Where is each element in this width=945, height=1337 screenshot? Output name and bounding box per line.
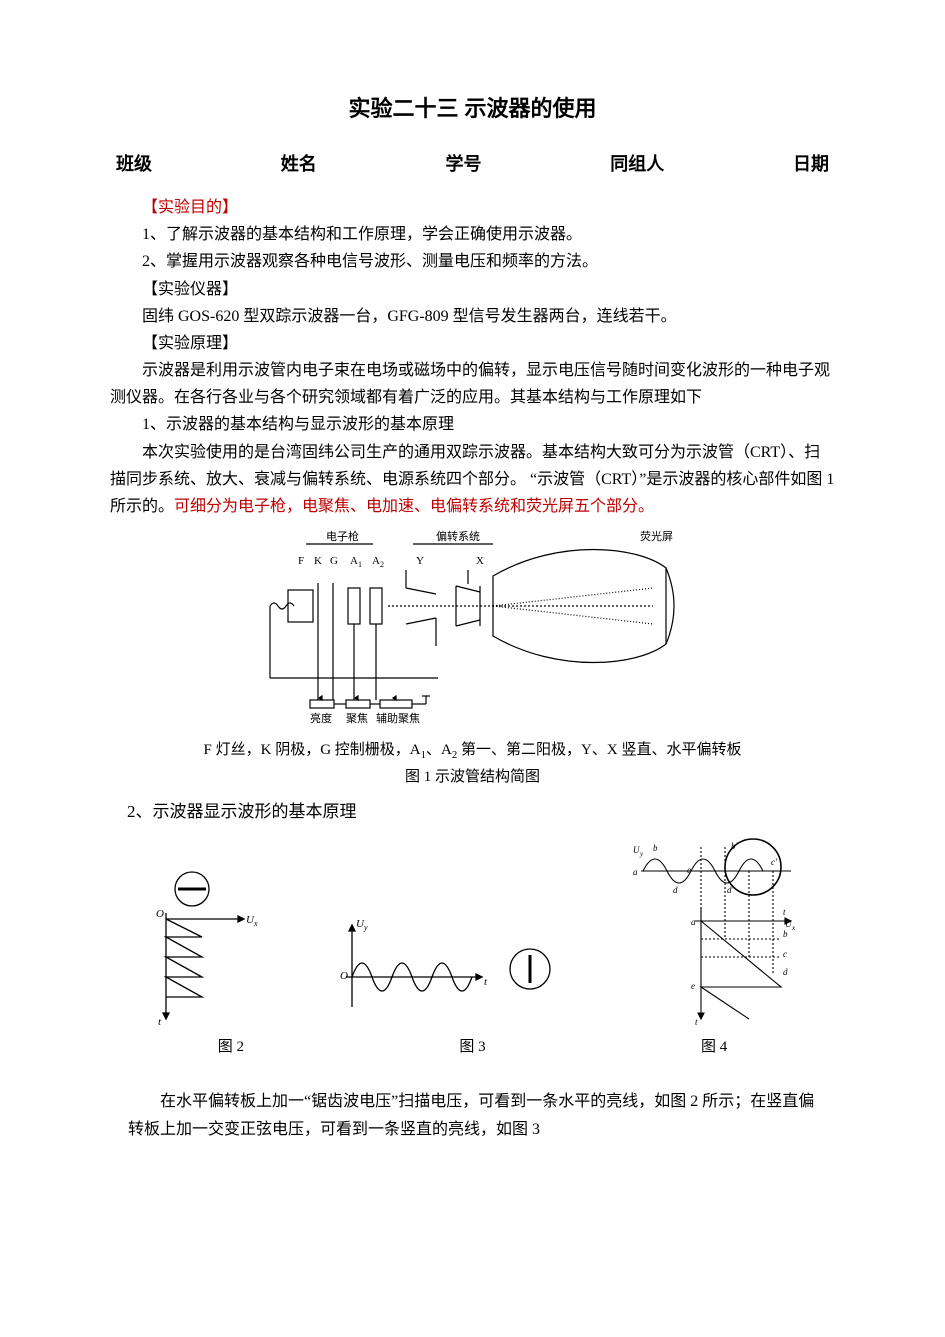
fig2-icon: O Ux t (144, 867, 264, 1027)
sub1-heading: 1、示波器的基本结构与显示波形的基本原理 (110, 411, 835, 438)
fig1-cap-a: F 灯丝，K 阴极，G 控制栅极，A (204, 742, 421, 758)
principle-heading: 【实验原理】 (110, 330, 835, 357)
fig1-G: G (330, 555, 338, 567)
fig1-aux: 辅助聚焦 (376, 711, 420, 725)
fig2-O: O (156, 908, 164, 920)
svg-text:e: e (687, 865, 691, 875)
fig1-cap-b: 、A (426, 742, 452, 758)
fig1-A1: A1 (350, 555, 362, 569)
sub2-heading: 2、示波器显示波形的基本原理 (110, 798, 835, 827)
header-class: 班级 (116, 149, 152, 180)
figure-2: O Ux t (144, 867, 264, 1027)
fig3-O: O (340, 970, 348, 982)
figure-row: O Ux t O Uy t (110, 837, 835, 1027)
svg-text:t: t (783, 907, 786, 917)
svg-text:d': d' (727, 885, 735, 895)
fig1-K: K (314, 555, 322, 567)
tail-paragraph: 在水平偏转板上加一“锯齿波电压”扫描电压，可看到一条水平的亮线，如图 2 所示；… (110, 1088, 835, 1142)
svg-text:e: e (691, 981, 695, 991)
svg-text:a: a (633, 867, 638, 877)
purpose-line-1: 1、了解示波器的基本结构和工作原理，学会正确使用示波器。 (110, 221, 835, 248)
fig3-icon: O Uy t (332, 907, 562, 1027)
sub1-body: 本次实验使用的是台湾固纬公司生产的通用双踪示波器。基本结构大致可分为示波管（CR… (110, 439, 835, 521)
header-date: 日期 (793, 149, 829, 180)
svg-text:b: b (653, 843, 658, 853)
page-title: 实验二十三 示波器的使用 (110, 90, 835, 127)
figure-1: 电子枪 偏转系统 荧光屏 F K G A1 A2 Y X 亮度 聚焦 辅助聚焦 (110, 528, 835, 728)
principle-p1: 示波器是利用示波管内电子束在电场或磁场中的偏转，显示电压信号随时间变化波形的一种… (110, 357, 835, 411)
svg-text:c': c' (771, 857, 778, 867)
header-id: 学号 (446, 149, 482, 180)
fig2-Ux: Ux (246, 914, 258, 928)
fig1-A2: A2 (372, 555, 384, 569)
sub1-body-b: 可细分为电子枪，电聚焦、电加速、电偏转系统和荧光屏五个部分。 (174, 498, 654, 515)
fig1-X: X (476, 555, 484, 567)
svg-text:d: d (673, 885, 678, 895)
fig1-bright: 亮度 (310, 711, 332, 725)
svg-text:d: d (783, 967, 788, 977)
fig1-label-gun: 电子枪 (326, 529, 359, 543)
fig1-Y: Y (416, 555, 424, 567)
figure-1-caption: F 灯丝，K 阴极，G 控制栅极，A1、A2 第一、第二阳极，Y、X 竖直、水平… (110, 738, 835, 790)
crt-diagram-icon: 电子枪 偏转系统 荧光屏 F K G A1 A2 Y X 亮度 聚焦 辅助聚焦 (258, 528, 688, 728)
header-name: 姓名 (281, 149, 317, 180)
fig3-t: t (484, 976, 488, 988)
svg-text:t: t (695, 1017, 698, 1027)
header-row: 班级 姓名 学号 同组人 日期 (110, 149, 835, 180)
fig1-cap-c: 第一、第二阳极，Y、X 竖直、水平偏转板 (457, 742, 741, 758)
fig1-F: F (298, 555, 304, 567)
svg-text:b': b' (731, 841, 739, 851)
svg-text:x: x (791, 924, 796, 932)
fig1-focus: 聚焦 (346, 712, 368, 725)
svg-text:U: U (633, 845, 640, 855)
fig2-label: 图 2 (218, 1035, 244, 1061)
fig2-t: t (158, 1016, 162, 1027)
svg-text:U: U (785, 919, 792, 929)
purpose-line-2: 2、掌握用示波器观察各种电信号波形、测量电压和频率的方法。 (110, 248, 835, 275)
svg-text:c: c (783, 949, 787, 959)
purpose-heading: 【实验目的】 (110, 194, 835, 221)
fig3-label: 图 3 (459, 1035, 485, 1061)
instruments-body: 固纬 GOS-620 型双踪示波器一台，GFG-809 型信号发生器两台，连线若… (110, 303, 835, 330)
fig1-label-deflect: 偏转系统 (436, 529, 480, 543)
figure-3: O Uy t (332, 907, 562, 1027)
header-partner: 同组人 (610, 149, 664, 180)
purpose-heading-text: 【实验目的】 (142, 199, 238, 216)
svg-text:b: b (783, 929, 788, 939)
fig1-label-screen: 荧光屏 (640, 529, 673, 543)
fig3-Uy: Uy (356, 918, 368, 932)
figure-labels-row: 图 2 图 3 图 4 (110, 1035, 835, 1061)
svg-text:a: a (691, 917, 696, 927)
figure-4: Uy b a d e b' c' d' t Ux a b c d e t (631, 837, 801, 1027)
fig4-icon: Uy b a d e b' c' d' t Ux a b c d e t (631, 837, 801, 1027)
fig1-cap-line2: 图 1 示波管结构简图 (405, 769, 540, 785)
instruments-heading: 【实验仪器】 (110, 276, 835, 303)
fig4-label: 图 4 (701, 1035, 727, 1061)
svg-text:y: y (639, 850, 644, 858)
